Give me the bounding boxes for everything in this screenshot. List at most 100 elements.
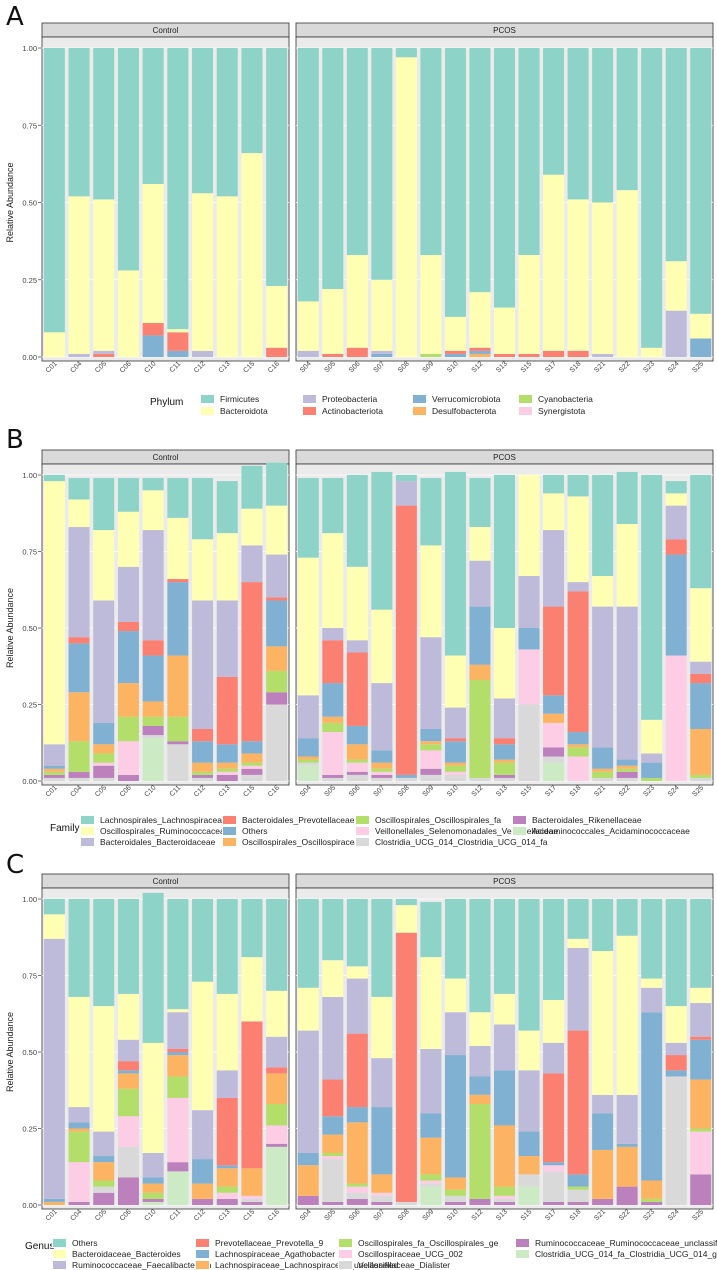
bar-segment-s12-ruminococcaceae-ruminococcaceae-unclassified — [469, 1198, 491, 1205]
bar-segment-s09-lachnospirales-lachnospiraceae — [420, 478, 442, 546]
bar-segment-c10-clostridia-ucg-014-fa-clostridia-ucg-014-ge — [142, 1201, 164, 1205]
bar-segment-s13-oscillospirales-oscillospirales-fa — [494, 762, 515, 775]
bar-segment-c04-firmicutes — [68, 48, 90, 197]
bar-segment-c12-ruminococcaceae-faecalibacterium — [192, 1110, 214, 1160]
bar-segment-c05-oscillospirales-oscillospirales-fa — [93, 753, 115, 763]
bar-segment-c12-oscillospirales-oscillospiraceae — [192, 762, 214, 772]
legend-item: Proteobacteria — [302, 394, 377, 404]
x-tick-label: S24 — [667, 784, 681, 798]
bar-segment-s25-bacteroidales-bacteroidaceae — [690, 661, 712, 674]
bar-segment-s12-ruminococcaceae-faecalibacterium — [469, 1045, 491, 1077]
bar-segment-s06-bacteroidaceae-bacteroides — [346, 966, 368, 979]
bar-segment-s10-oscillospirales-ruminococcaceae — [444, 655, 466, 708]
bar-segment-c04-oscillospiraceae-ucg-002 — [68, 1162, 90, 1202]
bar-segment-c15-oscillospirales-ruminococcaceae — [241, 508, 263, 546]
x-tick-label: S12 — [471, 784, 485, 798]
bar-segment-s12-oscillospirales-oscillospirales-fa — [469, 680, 491, 778]
x-tick-label: S22 — [618, 360, 632, 374]
x-tick-label: S10 — [446, 360, 460, 374]
bar-segment-s08-veillonellaceae-dialister — [395, 1201, 417, 1205]
bar-segment-s07-bacteroidota — [371, 279, 393, 351]
legend-item: Actinobacteriota — [302, 406, 383, 416]
panel-letter-c: C — [6, 850, 25, 880]
bar-segment-c15-bacteroidota — [241, 153, 263, 357]
bar-segment-c10-ruminococcaceae-ruminococcaceae-unclassified — [142, 1198, 164, 1202]
bar-segment-s06-ruminococcaceae-faecalibacterium — [346, 978, 368, 1034]
x-tick-label: C04 — [69, 1208, 83, 1222]
bar-segment-s06-bacteroidales-rikenellaceae — [346, 771, 368, 775]
bar-segment-c10-bacteroidota — [142, 183, 164, 324]
bar-segment-c06-bacteroidales-rikenellaceae — [117, 774, 139, 781]
bar-segment-c16-others — [266, 600, 288, 647]
x-tick-label: S24 — [667, 1208, 681, 1222]
legend-swatch — [512, 815, 527, 825]
bar-segment-c13-ruminococcaceae-ruminococcaceae-unclassified — [216, 1198, 238, 1205]
bar-segment-s17-clostridia-ucg-014-clostridia-ucg-014-fa — [543, 756, 565, 763]
bar-segment-s06-ruminococcaceae-ruminococcaceae-unclassified — [346, 1198, 368, 1205]
bar-segment-s23-others — [641, 762, 663, 778]
bar-segment-s08-bacteroidota — [395, 57, 417, 358]
legend-item: Synergistota — [518, 406, 585, 416]
bar-segment-c16-actinobacteriota — [266, 347, 288, 357]
legend-label: Bacteroidaceae_Bacteroides — [72, 1249, 181, 1259]
bar-segment-c16-oscillospirales-oscillospirales-fa — [266, 670, 288, 693]
bar-segment-s21-oscillospirales-oscillospirales-fa — [592, 771, 614, 778]
legend-swatch — [200, 406, 215, 416]
x-tick-label: S05 — [323, 360, 337, 374]
x-tick-label: S23 — [642, 1208, 656, 1222]
x-tick-label: C12 — [193, 1208, 207, 1222]
legend-swatch — [195, 1238, 210, 1248]
bar-segment-c13-lachnospiraceae-lachnospiraceae-unclassified — [216, 1168, 238, 1187]
y-tick-label: 0.25 — [22, 701, 37, 710]
legend-label: Lachnospiraceae_Lachnospiraceae_unclassi… — [215, 1260, 399, 1270]
bar-segment-c04-lachnospirales-lachnospiraceae — [68, 478, 90, 500]
legend-swatch — [355, 826, 370, 836]
x-tick-label: S07 — [373, 360, 387, 374]
bar-segment-s12-bacteroidota — [469, 292, 491, 348]
bar-segment-s09-oscillospirales-oscillospiraceae — [420, 741, 442, 745]
bar-segment-s10-bacteroidales-bacteroidaceae — [444, 707, 466, 739]
x-tick-label: C15 — [242, 360, 256, 374]
x-tick-label: C01 — [45, 1208, 59, 1222]
bar-segment-c04-bacteroidales-rikenellaceae — [68, 771, 90, 778]
bar-segment-c06-bacteroidaceae-bacteroides — [117, 993, 139, 1040]
y-axis-label: Relative Abundance — [5, 162, 15, 242]
bar-segment-s09-cyanobacteria — [420, 353, 442, 357]
bar-segment-c11-others — [167, 582, 189, 656]
legend-label: Others — [72, 1238, 98, 1248]
bar-segment-s18-bacteroidales-bacteroidaceae — [567, 582, 589, 592]
bar-segment-c01-ruminococcaceae-faecalibacterium — [43, 938, 65, 1199]
legend-label: Oscillospirales_Ruminococcaceae — [100, 826, 230, 836]
bar-segment-s05-others — [322, 899, 344, 961]
bar-segment-s13-oscillospiraceae-ucg-002 — [494, 1195, 515, 1199]
bar-segment-s13-oscillospirales-fa-oscillospirales-ge — [494, 1186, 515, 1196]
bar-segment-s06-lachnospiraceae-agathobacter — [346, 1107, 368, 1123]
x-tick-label: S13 — [495, 360, 509, 374]
x-tick-label: S21 — [593, 784, 607, 798]
bar-segment-s13-bacteroidales-rikenellaceae — [494, 774, 515, 778]
legend-swatch — [412, 406, 427, 416]
bar-segment-c13-others — [216, 899, 238, 994]
bar-segment-s06-bacteroidales-bacteroidaceae — [346, 640, 368, 653]
legend-item: Lachnospiraceae_Agathobacter — [195, 1249, 335, 1259]
bar-segment-s25-bacteroidota — [690, 313, 712, 339]
legend-item: Desulfobacterota — [412, 406, 496, 416]
bar-segment-s15-lachnospiraceae-lachnospiraceae-unclassified — [518, 1156, 540, 1175]
bar-segment-s24-bacteroidaceae-bacteroides — [665, 1006, 687, 1043]
legend-label: Oscillospirales_Oscillospirales_fa — [375, 815, 502, 825]
bar-segment-c04-bacteroidota — [68, 196, 90, 354]
bar-segment-c10-bacteroidales-rikenellaceae — [142, 725, 164, 736]
bar-segment-c13-bacteroidales-rikenellaceae — [216, 774, 238, 781]
legend-label: Acidaminococcales_Acidaminococcaceae — [532, 826, 690, 836]
x-tick-label: S07 — [373, 1208, 387, 1222]
bar-segment-c10-verrucomicrobiota — [142, 335, 164, 357]
bar-segment-s24-oscillospirales-ruminococcaceae — [665, 493, 687, 506]
bar-segment-c11-bacteroidota — [167, 329, 189, 333]
x-tick-label: C04 — [69, 360, 83, 374]
bar-segment-s17-lachnospiraceae-agathobacter — [543, 1162, 565, 1166]
bar-segment-c13-prevotellaceae-prevotella-9 — [216, 1097, 238, 1166]
bar-segment-c16-bacteroidaceae-bacteroides — [266, 990, 288, 1037]
bar-segment-c16-oscillospirales-oscillospiraceae — [266, 646, 288, 671]
bar-segment-s24-proteobacteria — [665, 310, 687, 357]
legend-item: Ruminococcaceae_Ruminococcaceae_unclassi… — [515, 1238, 717, 1248]
